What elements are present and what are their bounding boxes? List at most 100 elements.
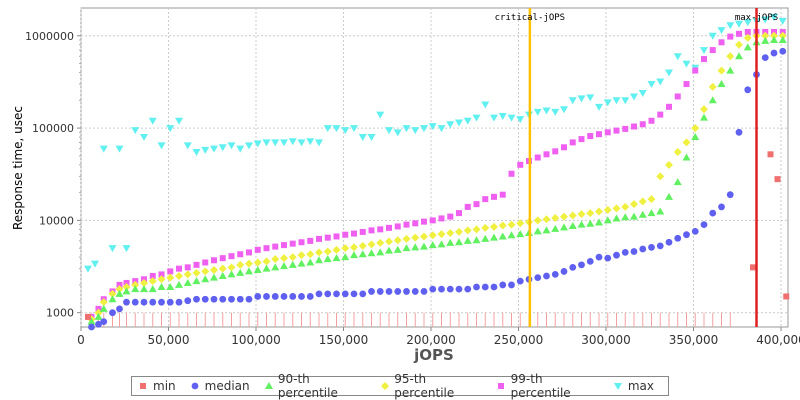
- data-point: [551, 108, 560, 116]
- data-point: [411, 243, 420, 251]
- data-point: [428, 123, 437, 131]
- data-point: [735, 40, 743, 49]
- data-point: [100, 318, 108, 326]
- data-point: [307, 237, 314, 244]
- data-point: [596, 131, 602, 138]
- data-point: [682, 138, 691, 147]
- x-tick-label: 400,000: [756, 333, 800, 347]
- data-point: [665, 160, 673, 169]
- data-point: [394, 288, 402, 295]
- data-point: [297, 139, 306, 147]
- data-point: [673, 178, 682, 186]
- data-point: [464, 285, 472, 293]
- data-point: [115, 289, 124, 297]
- data-point: [778, 17, 787, 25]
- data-point: [774, 176, 781, 183]
- data-point: [324, 290, 332, 298]
- data-point: [533, 108, 542, 116]
- data-point: [560, 106, 568, 114]
- y-axis-label: Response time, usec: [11, 106, 25, 230]
- data-point: [472, 236, 481, 244]
- data-point: [622, 125, 629, 132]
- data-point: [323, 125, 332, 133]
- data-point: [85, 313, 91, 320]
- data-point: [236, 295, 244, 303]
- data-point: [280, 254, 288, 263]
- data-point: [315, 139, 323, 147]
- data-point: [262, 264, 271, 272]
- data-point: [630, 93, 638, 101]
- data-point: [341, 127, 350, 135]
- data-point: [377, 226, 384, 233]
- data-point: [437, 230, 446, 239]
- data-point: [551, 214, 560, 223]
- data-point: [271, 263, 280, 271]
- data-point: [149, 298, 157, 306]
- data-point: [578, 261, 585, 269]
- data-point: [166, 282, 175, 290]
- data-point: [219, 255, 226, 262]
- data-point: [464, 203, 471, 210]
- data-point: [709, 209, 717, 217]
- data-point: [157, 275, 166, 284]
- x-tick-label: 250,000: [494, 333, 544, 347]
- data-point: [280, 293, 288, 300]
- data-point: [367, 134, 376, 142]
- data-point: [595, 218, 603, 226]
- data-point: [376, 248, 385, 256]
- data-point: [665, 192, 673, 200]
- legend-item: 90-th percentile: [264, 372, 366, 400]
- reference-line-label: critical-jOPS: [495, 13, 565, 23]
- data-point: [115, 145, 124, 153]
- data-point: [350, 290, 358, 298]
- plot-area: [80, 7, 789, 328]
- data-point: [568, 211, 577, 220]
- data-point: [612, 97, 621, 105]
- data-point: [577, 220, 586, 228]
- data-point: [333, 233, 340, 240]
- data-point: [472, 225, 481, 234]
- data-point: [315, 256, 323, 264]
- data-point: [148, 285, 157, 293]
- data-point: [368, 288, 375, 295]
- data-point: [560, 212, 568, 221]
- data-point: [516, 277, 524, 285]
- data-point: [253, 258, 262, 267]
- data-point: [683, 231, 690, 239]
- data-point: [253, 266, 262, 274]
- data-point: [140, 278, 148, 287]
- legend-swatch: [264, 382, 273, 389]
- data-point: [254, 246, 261, 253]
- data-point: [236, 145, 245, 153]
- data-point: [455, 119, 463, 127]
- data-point: [490, 283, 498, 291]
- data-point: [533, 216, 542, 225]
- series-max: [84, 13, 787, 273]
- data-point: [446, 285, 454, 293]
- data-point: [456, 210, 462, 217]
- x-axis-ticks: 0 50,000 100,000 150,000 200,000 250,000 300,0…: [77, 327, 800, 347]
- data-point: [507, 114, 516, 122]
- data-point: [472, 114, 481, 122]
- data-point: [630, 200, 638, 209]
- data-point: [116, 281, 123, 288]
- data-point: [630, 212, 638, 220]
- data-point: [499, 281, 507, 289]
- data-point: [437, 125, 446, 133]
- data-point: [516, 230, 525, 238]
- data-point: [420, 242, 428, 250]
- x-axis-label: jOPS: [413, 346, 454, 364]
- data-point: [288, 260, 297, 268]
- legend-swatch: [140, 383, 146, 389]
- data-point: [359, 228, 366, 235]
- data-point: [586, 209, 595, 218]
- data-point: [123, 279, 130, 286]
- data-point: [736, 30, 742, 37]
- data-point: [306, 250, 315, 259]
- data-point: [438, 285, 445, 293]
- data-point: [288, 138, 297, 146]
- data-point: [743, 43, 752, 51]
- data-point: [674, 234, 682, 242]
- data-point: [717, 66, 726, 75]
- data-point: [447, 213, 454, 220]
